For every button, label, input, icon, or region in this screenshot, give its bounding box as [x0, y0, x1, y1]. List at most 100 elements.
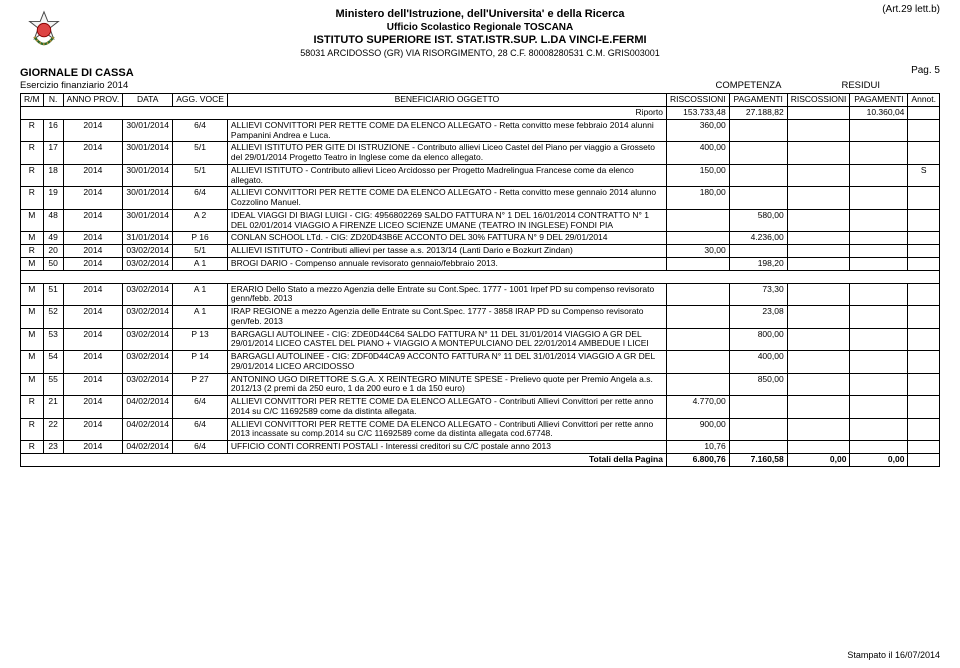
- cell-anno: 2014: [63, 209, 123, 232]
- cell-c-pag: [729, 119, 787, 142]
- cell-desc: BARGAGLI AUTOLINEE - CIG: ZDF0D44CA9 ACC…: [227, 351, 666, 374]
- cell-r-risc: [787, 418, 850, 441]
- cell-agg: A 1: [173, 306, 228, 329]
- cell-data: 31/01/2014: [123, 232, 173, 245]
- cell-data: 03/02/2014: [123, 373, 173, 396]
- cell-c-pag: [729, 164, 787, 187]
- cell-c-risc: 400,00: [666, 142, 729, 165]
- cell-n: 49: [43, 232, 63, 245]
- riporto-label: Riporto: [21, 107, 667, 120]
- table-row: R19201430/01/20146/4ALLIEVI CONVITTORI P…: [21, 187, 940, 210]
- cell-desc: CONLAN SCHOOL LTd. - CIG: ZD20D43B6E ACC…: [227, 232, 666, 245]
- table-head: R/M N. ANNO PROV. DATA AGG. VOCE BENEFIC…: [21, 94, 940, 107]
- cell-c-pag: 400,00: [729, 351, 787, 374]
- cell-data: 30/01/2014: [123, 119, 173, 142]
- table-row: M51201403/02/2014A 1ERARIO Dello Stato a…: [21, 283, 940, 306]
- cell-annot: [908, 418, 940, 441]
- cell-r-risc: [787, 373, 850, 396]
- cell-annot: [908, 441, 940, 454]
- cell-c-risc: 4.770,00: [666, 396, 729, 419]
- totali-r-pag: 0,00: [850, 453, 908, 466]
- table-row: M55201403/02/2014P 27ANTONINO UGO DIRETT…: [21, 373, 940, 396]
- totali-label: Totali della Pagina: [21, 453, 667, 466]
- cell-annot: [908, 232, 940, 245]
- cell-n: 54: [43, 351, 63, 374]
- residui-label: RESIDUI: [841, 80, 880, 91]
- cell-agg: P 27: [173, 373, 228, 396]
- cell-anno: 2014: [63, 328, 123, 351]
- cell-c-pag: 800,00: [729, 328, 787, 351]
- cell-r-pag: [850, 257, 908, 270]
- cell-r-risc: [787, 164, 850, 187]
- cell-rm: M: [21, 232, 44, 245]
- col-r-risc: RISCOSSIONI: [787, 94, 850, 107]
- cell-r-pag: [850, 328, 908, 351]
- cell-r-pag: [850, 351, 908, 374]
- table-row: M48201430/01/2014A 2IDEAL VIAGGI DI BIAG…: [21, 209, 940, 232]
- table-row: M53201403/02/2014P 13BARGAGLI AUTOLINEE …: [21, 328, 940, 351]
- cell-r-pag: [850, 209, 908, 232]
- cell-rm: M: [21, 373, 44, 396]
- col-data: DATA: [123, 94, 173, 107]
- cell-agg: 5/1: [173, 142, 228, 165]
- cell-anno: 2014: [63, 396, 123, 419]
- section-title: GIORNALE DI CASSA: [0, 63, 960, 80]
- totali-annot: [908, 453, 940, 466]
- cell-anno: 2014: [63, 373, 123, 396]
- cell-rm: M: [21, 283, 44, 306]
- riporto-annot: [908, 107, 940, 120]
- cell-n: 55: [43, 373, 63, 396]
- cell-n: 23: [43, 441, 63, 454]
- cell-c-pag: [729, 396, 787, 419]
- cell-annot: [908, 283, 940, 306]
- col-c-risc: RISCOSSIONI: [666, 94, 729, 107]
- cell-r-pag: [850, 373, 908, 396]
- cell-rm: R: [21, 441, 44, 454]
- cell-c-risc: [666, 373, 729, 396]
- cell-r-pag: [850, 306, 908, 329]
- riporto-row: Riporto 153.733,48 27.188,82 10.360,04: [21, 107, 940, 120]
- cell-annot: [908, 351, 940, 374]
- cell-c-pag: [729, 245, 787, 258]
- cell-rm: M: [21, 306, 44, 329]
- cell-r-pag: [850, 396, 908, 419]
- cell-r-pag: [850, 441, 908, 454]
- col-anno: ANNO PROV.: [63, 94, 123, 107]
- cell-r-risc: [787, 257, 850, 270]
- cell-n: 19: [43, 187, 63, 210]
- cell-c-risc: 10,76: [666, 441, 729, 454]
- cell-c-pag: [729, 142, 787, 165]
- cell-rm: R: [21, 418, 44, 441]
- cell-r-pag: [850, 245, 908, 258]
- cell-r-risc: [787, 209, 850, 232]
- competenza-label: COMPETENZA: [715, 80, 781, 91]
- col-c-pag: PAGAMENTI: [729, 94, 787, 107]
- cell-annot: [908, 119, 940, 142]
- header-line-1: Ministero dell'Istruzione, dell'Universi…: [20, 8, 940, 22]
- cell-c-risc: [666, 328, 729, 351]
- cell-n: 16: [43, 119, 63, 142]
- header-line-4: 58031 ARCIDOSSO (GR) VIA RISORGIMENTO, 2…: [20, 48, 940, 59]
- cell-r-risc: [787, 351, 850, 374]
- cell-anno: 2014: [63, 245, 123, 258]
- cell-c-pag: 23,08: [729, 306, 787, 329]
- cell-desc: ALLIEVI CONVITTORI PER RETTE COME DA ELE…: [227, 418, 666, 441]
- cell-c-risc: [666, 306, 729, 329]
- cell-rm: R: [21, 187, 44, 210]
- col-agg: AGG. VOCE: [173, 94, 228, 107]
- cell-n: 22: [43, 418, 63, 441]
- cell-agg: 6/4: [173, 441, 228, 454]
- cell-data: 03/02/2014: [123, 257, 173, 270]
- cell-anno: 2014: [63, 418, 123, 441]
- cell-r-risc: [787, 142, 850, 165]
- cell-desc: ALLIEVI CONVITTORI PER RETTE COME DA ELE…: [227, 396, 666, 419]
- riporto-r-risc: [787, 107, 850, 120]
- cell-c-pag: [729, 441, 787, 454]
- cell-n: 53: [43, 328, 63, 351]
- cell-c-risc: [666, 283, 729, 306]
- cell-anno: 2014: [63, 119, 123, 142]
- cell-r-risc: [787, 119, 850, 142]
- cell-anno: 2014: [63, 351, 123, 374]
- header-center: Ministero dell'Istruzione, dell'Universi…: [20, 8, 940, 59]
- cell-n: 48: [43, 209, 63, 232]
